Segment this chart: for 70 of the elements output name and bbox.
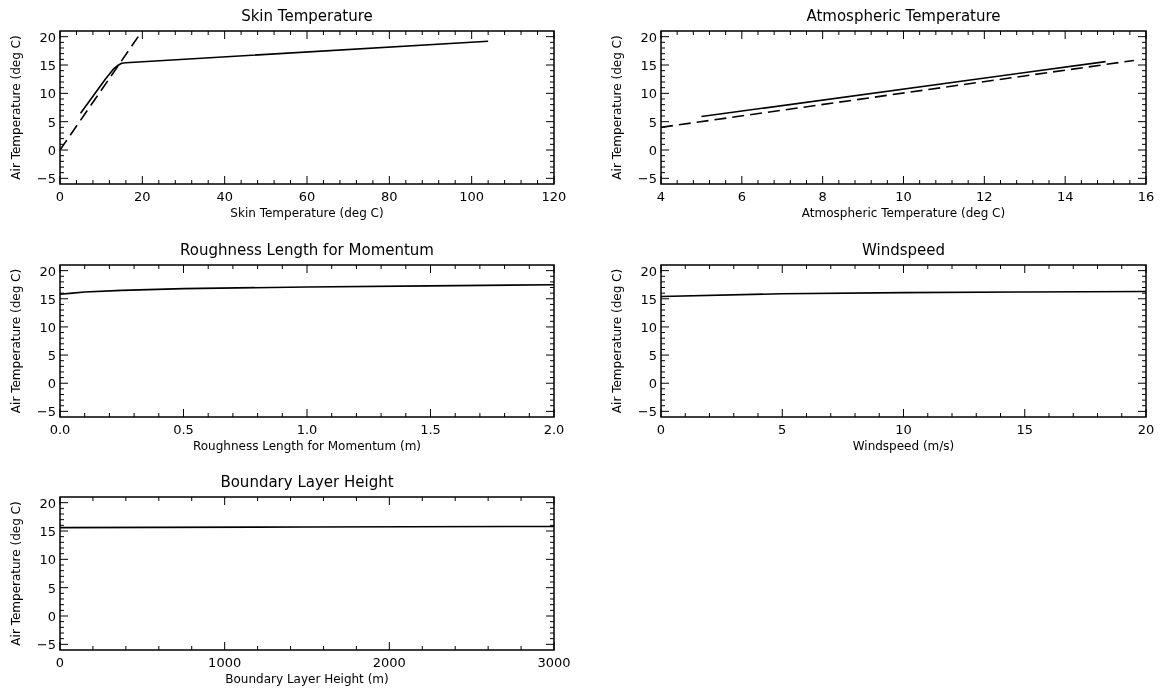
y-tick-label: 0 <box>648 143 657 158</box>
x-tick-label: 0.0 <box>49 422 71 437</box>
chart-title: Atmospheric Temperature <box>806 7 1001 25</box>
y-axis-title: Air Temperature (deg C) <box>9 268 23 414</box>
x-tick-label: 16 <box>1137 189 1155 204</box>
y-tick-label: 15 <box>39 524 56 539</box>
x-tick-label: 100 <box>459 189 485 204</box>
y-tick-label: 5 <box>648 348 657 364</box>
y-tick-label: 10 <box>39 552 56 568</box>
x-tick-label: 10 <box>895 422 912 437</box>
y-axis-title: Air Temperature (deg C) <box>9 35 23 180</box>
y-tick-label: 10 <box>640 86 657 102</box>
x-tick-label: 14 <box>1056 189 1074 204</box>
y-tick-label: 15 <box>39 58 56 73</box>
y-tick-label: 5 <box>47 114 56 130</box>
x-tick-label: 2000 <box>372 655 406 670</box>
x-axis-title: Atmospheric Temperature (deg C) <box>801 206 1006 220</box>
y-tick-label: −5 <box>637 404 657 420</box>
x-tick-label: 60 <box>298 189 316 204</box>
x-axis-title: Boundary Layer Height (m) <box>225 672 389 686</box>
x-tick-label: 5 <box>778 422 787 437</box>
y-tick-label: 20 <box>39 29 56 45</box>
x-tick-label: 15 <box>1016 422 1034 437</box>
y-tick-label: 10 <box>640 319 657 335</box>
y-tick-label: −5 <box>36 637 56 653</box>
x-tick-label: 8 <box>818 189 827 204</box>
chart-title: Skin Temperature <box>241 7 373 25</box>
y-tick-label: 20 <box>39 263 56 279</box>
x-axis-title: Roughness Length for Momentum (m) <box>192 439 422 453</box>
y-tick-label: 5 <box>648 114 657 130</box>
x-tick-label: 1.5 <box>420 422 441 437</box>
y-tick-label: 0 <box>47 143 56 158</box>
y-tick-label: 20 <box>39 495 56 511</box>
y-tick-label: 10 <box>39 86 56 102</box>
x-axis-title: Windspeed (m/s) <box>852 439 955 453</box>
y-tick-label: 20 <box>640 29 657 45</box>
x-tick-label: 0.5 <box>173 422 194 437</box>
x-tick-label: 120 <box>541 189 567 204</box>
y-tick-label: 5 <box>47 348 56 364</box>
y-tick-label: −5 <box>36 404 56 420</box>
x-tick-label: 6 <box>737 189 746 204</box>
y-axis-title: Air Temperature (deg C) <box>9 501 23 646</box>
y-tick-label: 15 <box>640 58 657 73</box>
y-tick-label: −5 <box>36 171 56 187</box>
y-axis-title: Air Temperature (deg C) <box>610 35 624 180</box>
y-tick-label: 15 <box>640 291 657 307</box>
x-tick-label: 3000 <box>537 655 571 670</box>
y-tick-label: 0 <box>648 376 657 392</box>
x-tick-label: 2.0 <box>543 422 565 437</box>
y-tick-label: −5 <box>637 171 657 187</box>
y-axis-title: Air Temperature (deg C) <box>610 268 624 414</box>
chart-title: Roughness Length for Momentum <box>180 241 434 259</box>
y-tick-label: 15 <box>39 291 56 307</box>
y-tick-label: 20 <box>640 263 657 279</box>
x-tick-label: 20 <box>134 189 151 204</box>
y-tick-label: 10 <box>39 319 56 335</box>
x-tick-label: 1.0 <box>296 422 318 437</box>
x-tick-label: 1000 <box>208 655 242 670</box>
x-tick-label: 12 <box>976 189 993 204</box>
x-tick-label: 80 <box>381 189 398 204</box>
chart-title: Boundary Layer Height <box>220 473 394 491</box>
y-tick-label: 5 <box>47 580 56 596</box>
x-tick-label: 20 <box>1137 422 1155 437</box>
y-tick-label: 0 <box>47 609 56 624</box>
x-axis-title: Skin Temperature (deg C) <box>230 206 384 220</box>
x-tick-label: 40 <box>216 189 233 204</box>
chart-title: Windspeed <box>861 241 946 259</box>
x-tick-label: 10 <box>895 189 912 204</box>
y-tick-label: 0 <box>47 376 56 392</box>
x-tick-label: 4 <box>656 189 666 204</box>
